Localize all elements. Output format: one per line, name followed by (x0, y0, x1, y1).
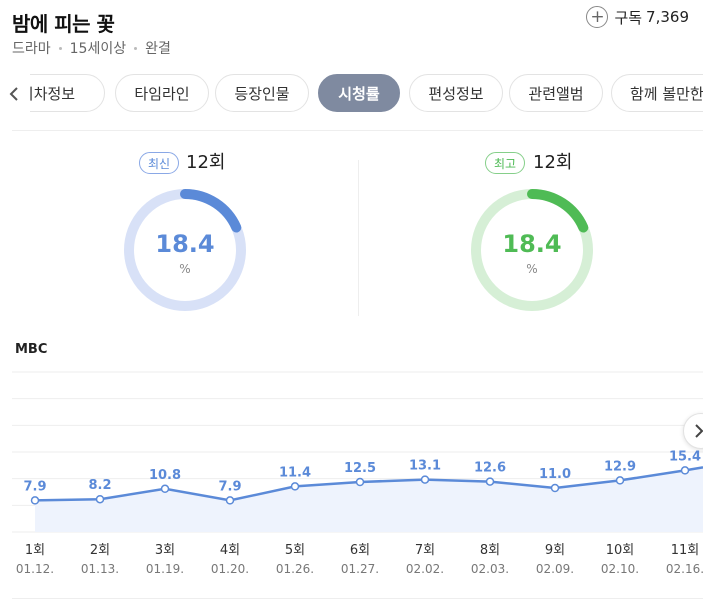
episode-tick-label: 9회 (545, 543, 565, 558)
date-tick-label: 02.02. (406, 562, 444, 576)
divider (12, 598, 703, 599)
data-point (485, 477, 495, 486)
best-value: 18.4 (502, 230, 562, 258)
date-tick-label: 02.16. (666, 562, 703, 576)
episode-tick-label: 11회 (671, 543, 700, 558)
latest-value: 18.4 (155, 230, 215, 258)
data-label: 11.0 (539, 467, 571, 482)
best-rating-gauge: 최고 12회 18.4 % (468, 144, 628, 324)
series-line (34, 466, 703, 502)
data-point (30, 496, 40, 505)
data-point (615, 476, 625, 485)
meta-rating: 15세이상 (69, 41, 127, 57)
latest-rating-gauge: 최신 12회 18.4 % (121, 144, 281, 324)
tab-schedule[interactable]: 편성정보 (409, 74, 503, 112)
latest-episode: 12회 (186, 152, 226, 173)
data-point (680, 466, 690, 475)
episode-tick-label: 2회 (90, 543, 110, 558)
data-point (550, 483, 560, 493)
date-tick-label: 01.13. (81, 562, 119, 576)
latest-badge: 최신 (139, 152, 180, 174)
data-label: 10.8 (149, 468, 181, 483)
episode-tick-label: 4회 (220, 543, 240, 558)
latest-unit: % (179, 262, 191, 276)
date-tick-label: 02.10. (601, 562, 639, 576)
tab-albums[interactable]: 관련앨범 (509, 74, 603, 112)
meta-separator (134, 46, 138, 50)
data-point (355, 477, 365, 487)
data-label: 8.2 (88, 478, 111, 493)
episode-tick-label: 7회 (415, 543, 435, 558)
latest-ring (124, 189, 246, 311)
best-ring (471, 189, 593, 311)
data-point (160, 484, 170, 494)
plus-circle-icon: + (586, 6, 609, 28)
best-unit: % (526, 262, 538, 276)
tab-ratings[interactable]: 시청률 (318, 74, 400, 112)
header: 밤에 피는 꽃 드라마 15세이상 완결 + 구독 7,369 (0, 0, 703, 62)
tab-track: 회차정보 타임라인 등장인물 시청률 편성정보 관련앨범 함께 볼만한 작품 (30, 72, 703, 116)
gauge-separator (358, 160, 359, 316)
data-label: 12.6 (474, 461, 506, 476)
best-badge: 최고 (485, 152, 526, 174)
data-point (420, 475, 430, 484)
data-label: 13.1 (409, 459, 441, 474)
data-label: 15.4 (669, 449, 701, 464)
data-label: 7.9 (218, 479, 241, 494)
data-label: 12.9 (604, 459, 636, 474)
meta-info: 드라마 15세이상 완결 (12, 38, 171, 58)
date-tick-label: 02.09. (536, 562, 574, 576)
subscribe-button[interactable]: + 구독 7,369 (586, 6, 689, 28)
date-tick-label: 01.27. (341, 562, 379, 576)
tab-timeline[interactable]: 타임라인 (115, 74, 209, 112)
data-point (95, 494, 105, 504)
episode-tick-label: 6회 (350, 543, 370, 558)
best-episode: 12회 (533, 152, 573, 173)
subscribe-count: 7,369 (646, 8, 689, 26)
tab-bar: 회차정보 타임라인 등장인물 시청률 편성정보 관련앨범 함께 볼만한 작품 (0, 72, 703, 116)
chevron-left-icon[interactable] (4, 80, 24, 108)
data-label: 11.4 (279, 465, 311, 480)
date-tick-label: 01.26. (276, 562, 314, 576)
episode-tick-label: 10회 (606, 543, 635, 558)
ratings-chart: 7.9 1회 01.12. 8.2 2회 01.13. 10.8 3회 01.19. 7.9 4회 0… (12, 371, 703, 576)
date-tick-label: 01.19. (146, 562, 184, 576)
tab-cast[interactable]: 등장인물 (215, 74, 309, 112)
subscribe-label: 구독 (614, 8, 643, 27)
page-title: 밤에 피는 꽃 (12, 12, 115, 36)
chart-area-fill (35, 467, 703, 532)
date-tick-label: 01.20. (211, 562, 249, 576)
episode-tick-label: 3회 (155, 543, 175, 558)
meta-status: 완결 (145, 41, 171, 57)
date-tick-label: 02.03. (471, 562, 509, 576)
episode-tick-label: 1회 (25, 543, 45, 558)
tab-episode-info[interactable]: 회차정보 (30, 74, 105, 112)
data-point (225, 496, 235, 505)
data-point (290, 482, 300, 491)
meta-genre: 드라마 (12, 41, 51, 57)
data-label: 7.9 (23, 479, 46, 494)
tab-recommended[interactable]: 함께 볼만한 작품 (611, 74, 703, 112)
channel-label: MBC (15, 342, 48, 357)
divider (12, 130, 703, 131)
episode-tick-label: 5회 (285, 543, 305, 558)
data-label: 12.5 (344, 461, 376, 476)
date-tick-label: 01.12. (16, 562, 54, 576)
episode-tick-label: 8회 (480, 543, 500, 558)
meta-separator (58, 46, 62, 50)
